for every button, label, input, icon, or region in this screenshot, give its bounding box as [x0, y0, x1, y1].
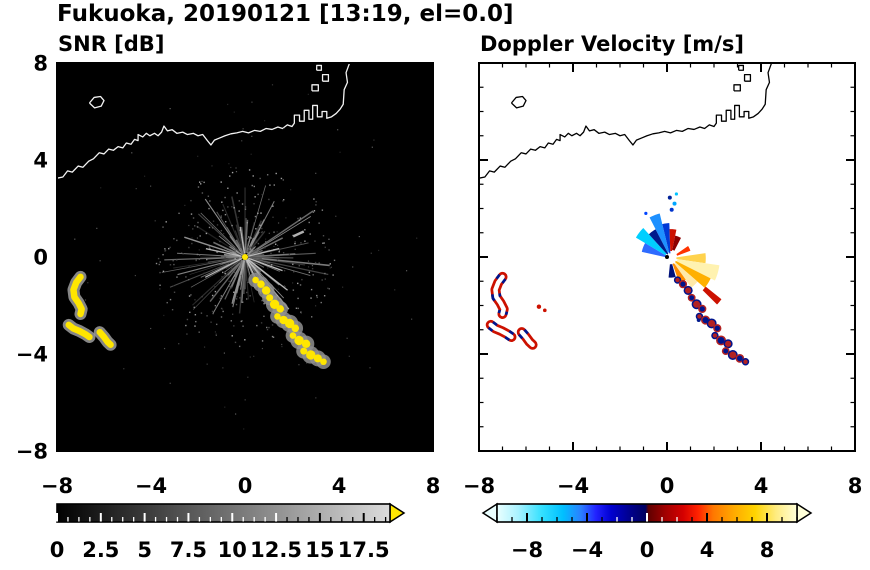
figure-title: Fukuoka, 20190121 [13:19, el=0.0]: [57, 1, 514, 27]
svg-text:−8: −8: [511, 538, 543, 562]
svg-text:−8: −8: [463, 474, 495, 498]
svg-text:10: 10: [218, 538, 247, 562]
svg-text:8: 8: [426, 474, 441, 498]
left-panel-title: SNR [dB]: [58, 32, 165, 56]
svg-text:−4: −4: [16, 343, 48, 367]
svg-text:−8: −8: [41, 474, 73, 498]
svg-text:0: 0: [238, 474, 253, 498]
svg-text:5: 5: [137, 538, 152, 562]
svg-text:−8: −8: [16, 440, 48, 464]
svg-text:12.5: 12.5: [250, 538, 302, 562]
svg-text:0: 0: [640, 538, 655, 562]
svg-text:0: 0: [33, 246, 48, 270]
svg-text:2.5: 2.5: [82, 538, 119, 562]
right-panel-title: Doppler Velocity [m/s]: [480, 32, 744, 56]
svg-text:−4: −4: [571, 538, 603, 562]
svg-text:7.5: 7.5: [170, 538, 207, 562]
svg-text:4: 4: [332, 474, 347, 498]
svg-text:0: 0: [50, 538, 65, 562]
svg-text:0: 0: [660, 474, 675, 498]
svg-text:−4: −4: [557, 474, 589, 498]
svg-text:4: 4: [33, 149, 48, 173]
svg-text:4: 4: [754, 474, 769, 498]
svg-text:4: 4: [700, 538, 715, 562]
svg-text:15: 15: [305, 538, 334, 562]
svg-text:−4: −4: [135, 474, 167, 498]
svg-text:8: 8: [760, 538, 775, 562]
svg-text:17.5: 17.5: [338, 538, 390, 562]
svg-text:8: 8: [848, 474, 863, 498]
svg-text:8: 8: [33, 52, 48, 76]
